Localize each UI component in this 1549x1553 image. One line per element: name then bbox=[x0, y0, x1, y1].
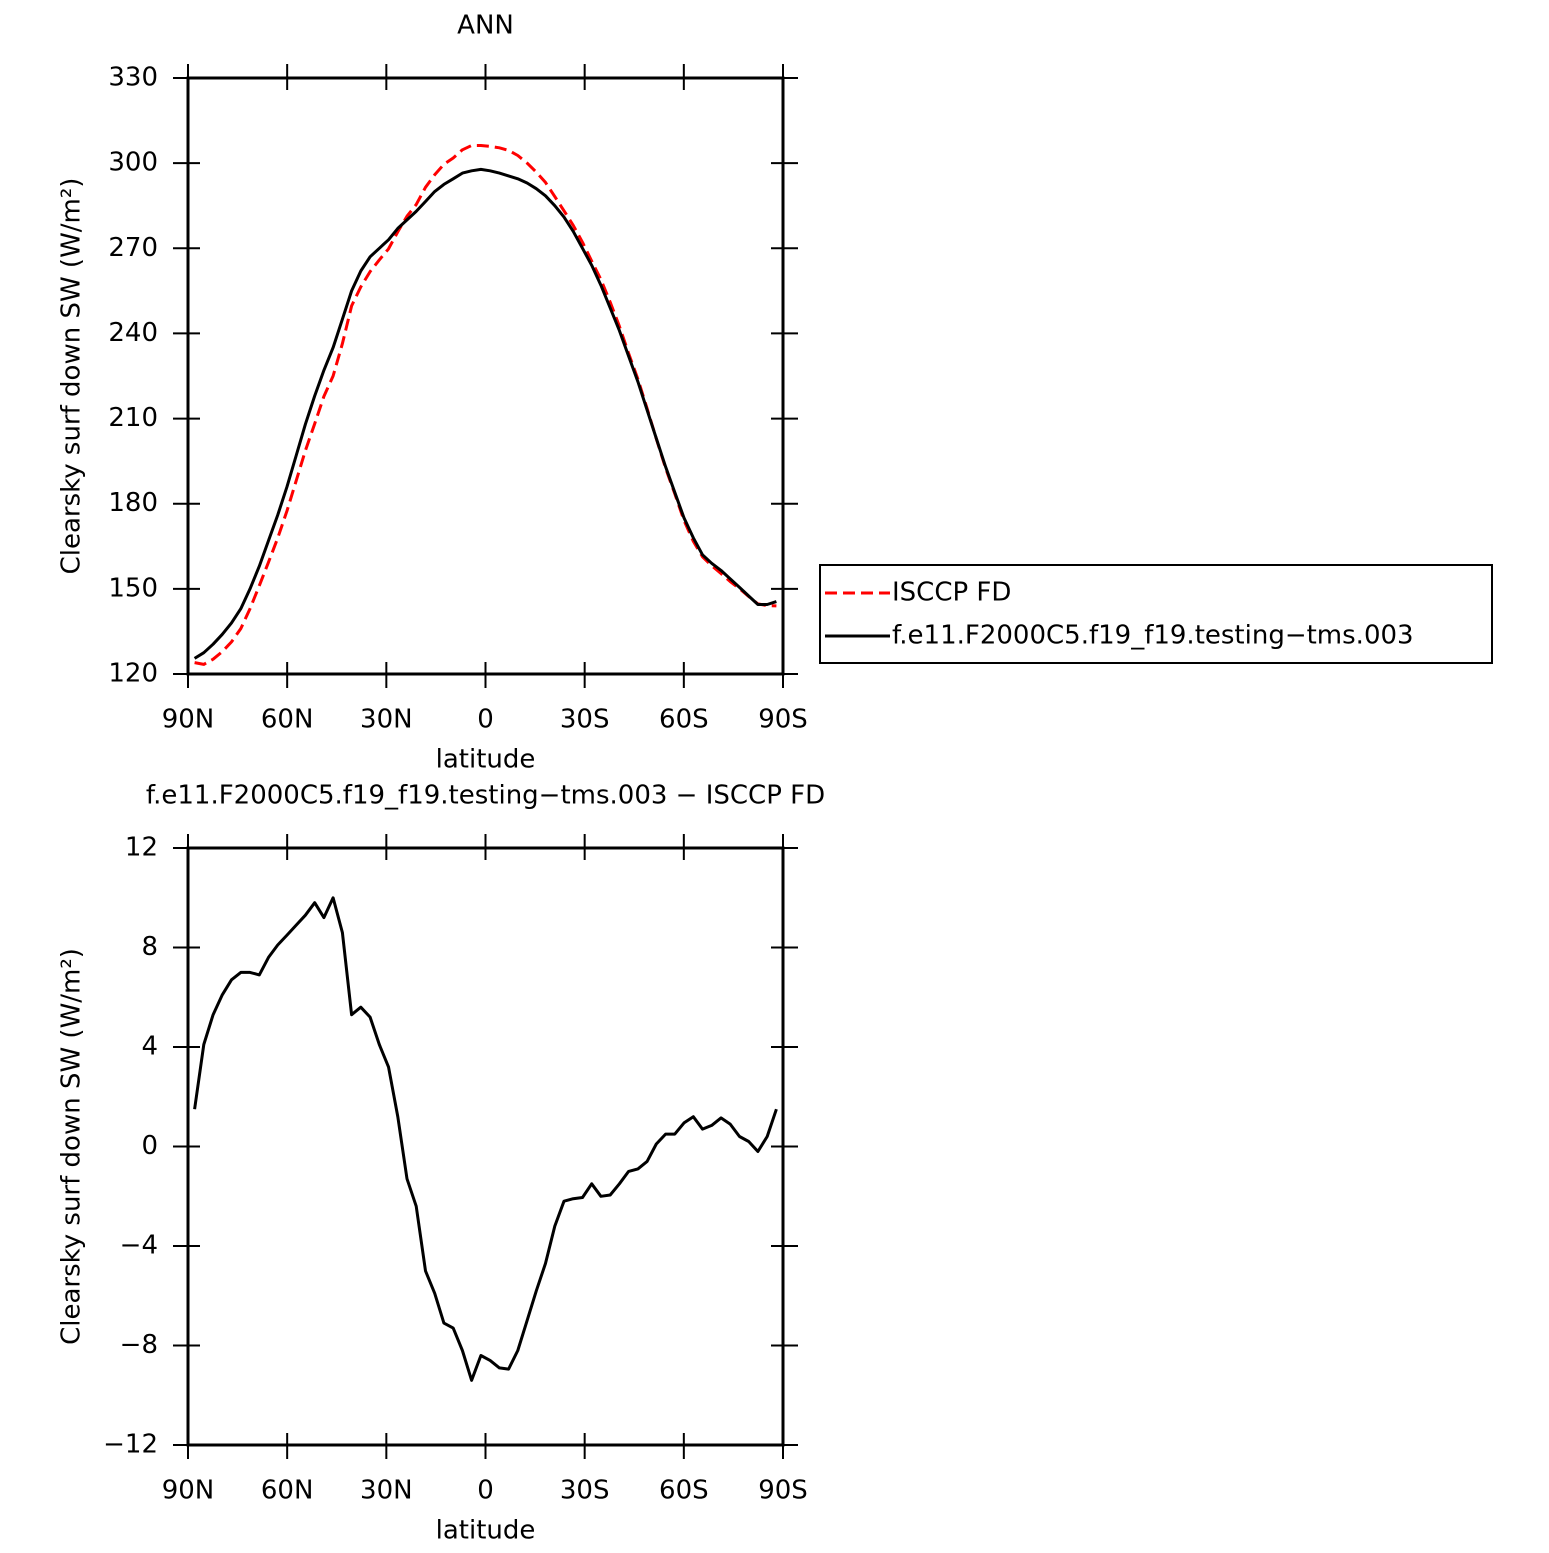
x-tick-label: 30S bbox=[560, 1476, 610, 1506]
chart-title: ANN bbox=[457, 11, 514, 41]
x-tick-label: 90N bbox=[162, 1476, 215, 1506]
x-tick-label: 60S bbox=[659, 705, 709, 735]
x-tick-label: 90S bbox=[758, 1476, 808, 1506]
x-tick-label: 90N bbox=[162, 705, 215, 735]
plot-frame bbox=[186, 76, 785, 676]
y-tick-label: 300 bbox=[108, 148, 158, 178]
y-tick-label: 150 bbox=[108, 573, 158, 603]
legend-label: ISCCP FD bbox=[892, 578, 1011, 608]
chart-title: f.e11.F2000C5.f19_f19.testing−tms.003 − … bbox=[146, 781, 825, 811]
y-axis-label: Clearsky surf down SW (W/m²) bbox=[57, 178, 87, 575]
plot-frame bbox=[186, 846, 785, 1447]
y-tick-label: 0 bbox=[141, 1131, 158, 1161]
x-tick-label: 60S bbox=[659, 1476, 709, 1506]
y-tick-label: 180 bbox=[108, 488, 158, 518]
legend-box bbox=[819, 564, 1493, 664]
legend-label: f.e11.F2000C5.f19_f19.testing−tms.003 bbox=[892, 621, 1414, 651]
y-tick-label: 8 bbox=[141, 932, 158, 962]
data-line bbox=[193, 896, 778, 1382]
y-tick-label: 270 bbox=[108, 233, 158, 263]
y-tick-label: −4 bbox=[120, 1231, 158, 1261]
x-tick-label: 60N bbox=[261, 705, 314, 735]
y-tick-label: −12 bbox=[103, 1430, 158, 1460]
y-tick-label: 240 bbox=[108, 318, 158, 348]
x-tick-label: 30N bbox=[360, 1476, 413, 1506]
x-axis-label: latitude bbox=[436, 745, 536, 775]
data-line bbox=[193, 167, 777, 660]
x-tick-label: 60N bbox=[261, 1476, 314, 1506]
y-tick-label: −8 bbox=[120, 1330, 158, 1360]
x-tick-label: 0 bbox=[477, 1476, 494, 1506]
x-tick-label: 30N bbox=[360, 705, 413, 735]
y-tick-label: 210 bbox=[108, 403, 158, 433]
y-tick-label: 12 bbox=[125, 833, 158, 863]
x-tick-label: 0 bbox=[477, 705, 494, 735]
y-axis-label: Clearsky surf down SW (W/m²) bbox=[57, 948, 87, 1345]
x-tick-label: 30S bbox=[560, 705, 610, 735]
data-line bbox=[194, 144, 777, 666]
x-tick-label: 90S bbox=[758, 705, 808, 735]
y-tick-label: 4 bbox=[141, 1032, 158, 1062]
y-tick-label: 330 bbox=[108, 63, 158, 93]
y-tick-label: 120 bbox=[108, 659, 158, 689]
x-axis-label: latitude bbox=[436, 1516, 536, 1546]
